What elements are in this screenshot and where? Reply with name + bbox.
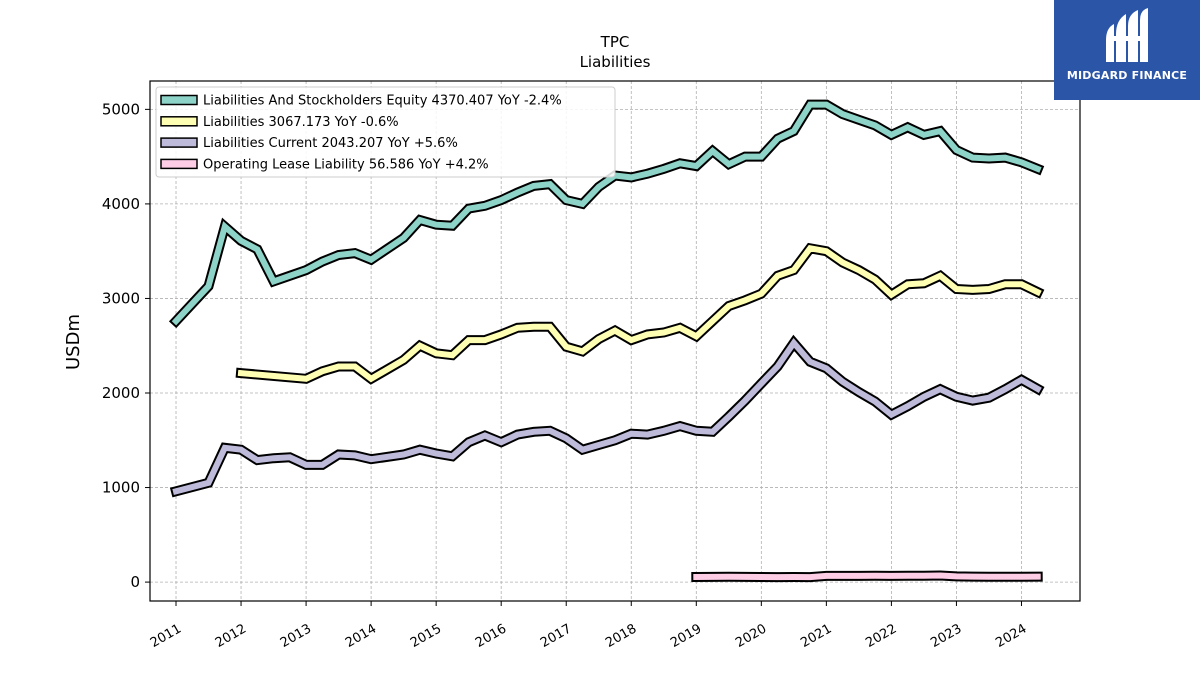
x-tick-label: 2011 (148, 621, 184, 651)
legend-swatch (160, 116, 198, 127)
legend-box (155, 86, 616, 178)
legend-swatch (160, 158, 198, 170)
legend: Liabilities And Stockholders Equity 4370… (155, 86, 616, 178)
y-tick-label: 1000 (102, 479, 140, 497)
legend-label: Liabilities And Stockholders Equity 4370… (203, 94, 562, 109)
y-tick-label: 3000 (102, 289, 140, 307)
x-tick-label: 2023 (928, 621, 964, 651)
series-line-0 (171, 101, 1042, 326)
series-outline-2 (169, 334, 1045, 498)
x-tick-label: 2014 (343, 621, 379, 651)
y-tick-label: 5000 (102, 100, 140, 118)
x-tick-label: 2016 (473, 621, 509, 651)
x-tick-label: 2020 (733, 621, 769, 651)
y-tick-label: 2000 (102, 384, 140, 402)
series-outline-1 (235, 242, 1045, 385)
logo-mark-icon (1106, 8, 1148, 62)
legend-label: Operating Lease Liability 56.586 YoY +4.… (203, 157, 489, 172)
x-tick-label: 2022 (863, 621, 899, 651)
legend-swatch (160, 94, 198, 106)
chart-subtitle: Liabilities (580, 53, 651, 71)
y-tick-label: 4000 (102, 195, 140, 213)
series-line-3 (693, 572, 1041, 581)
series-line-1 (237, 245, 1042, 383)
legend-label: Liabilities 3067.173 YoY -0.6% (203, 115, 399, 130)
legend-label: Liabilities Current 2043.207 YoY +5.6% (203, 136, 458, 151)
chart-title: TPC (600, 33, 630, 51)
x-tick-label: 2021 (798, 621, 834, 651)
y-tick-label: 0 (130, 573, 140, 591)
x-tick-label: 2024 (993, 621, 1029, 651)
plot-frame (149, 80, 1081, 602)
y-axis-label: USDm (63, 314, 84, 370)
brand-logo: MIDGARD FINANCE (1054, 0, 1200, 100)
legend-swatch (160, 137, 198, 148)
series-lines (168, 99, 1045, 583)
series-line-2 (172, 337, 1042, 495)
x-tick-label: 2015 (408, 621, 444, 651)
logo-text: MIDGARD FINANCE (1066, 69, 1188, 82)
x-tick-label: 2012 (213, 621, 249, 651)
x-tick-label: 2019 (668, 621, 704, 651)
x-tick-label: 2013 (278, 621, 314, 651)
x-tick-label: 2018 (603, 621, 639, 651)
x-tick-label: 2017 (538, 621, 574, 651)
